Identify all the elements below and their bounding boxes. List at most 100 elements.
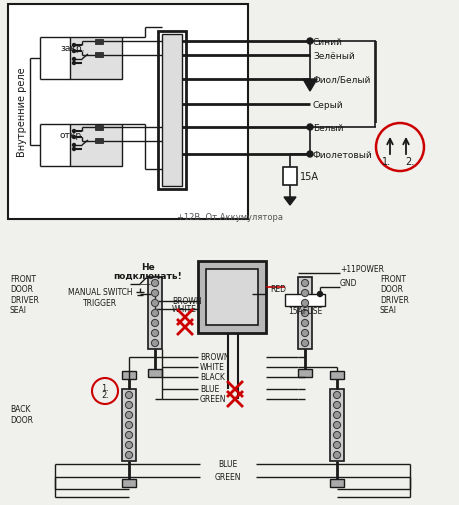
Polygon shape (302, 80, 316, 92)
Circle shape (306, 125, 312, 131)
Circle shape (301, 320, 308, 327)
Circle shape (125, 392, 132, 399)
Text: 2.: 2. (404, 157, 414, 167)
Circle shape (125, 422, 132, 429)
Bar (122, 479, 136, 487)
Bar (148, 369, 162, 377)
Text: 15AFUSE: 15AFUSE (287, 307, 321, 316)
Circle shape (73, 44, 75, 47)
Text: BROWN: BROWN (200, 353, 229, 362)
Circle shape (73, 144, 75, 147)
Circle shape (125, 442, 132, 448)
Circle shape (151, 320, 158, 327)
Bar (122, 371, 136, 379)
Text: BLUE: BLUE (218, 460, 237, 469)
Circle shape (333, 451, 340, 459)
Text: Синий: Синий (312, 37, 342, 46)
Circle shape (73, 59, 75, 62)
Text: подключать!: подключать! (113, 271, 182, 280)
Circle shape (301, 340, 308, 347)
Circle shape (333, 392, 340, 399)
Bar (70, 125, 122, 167)
Bar (0, 255, 459, 505)
Text: закр.: закр. (60, 43, 84, 53)
Bar (148, 277, 162, 349)
Circle shape (301, 330, 308, 337)
Circle shape (73, 136, 75, 139)
Bar (282, 168, 297, 186)
Text: BLACK: BLACK (200, 373, 224, 382)
Circle shape (333, 401, 340, 409)
Text: BLUE: BLUE (200, 385, 219, 394)
Text: RED: RED (269, 285, 285, 294)
Polygon shape (283, 197, 295, 206)
Text: +11POWER: +11POWER (339, 265, 383, 274)
Circle shape (301, 310, 308, 317)
Text: Серый: Серый (312, 100, 343, 109)
Text: FRONT
DOOR
DRIVER
SEAI: FRONT DOOR DRIVER SEAI (10, 274, 39, 315)
Text: Белый: Белый (312, 123, 343, 132)
Bar (95, 53, 103, 58)
Text: Внутренние реле: Внутренние реле (17, 67, 27, 157)
Bar (329, 371, 343, 379)
Text: Не: Не (141, 262, 155, 271)
Text: 15A: 15A (299, 172, 318, 182)
Text: BROWN: BROWN (172, 297, 201, 306)
Circle shape (151, 310, 158, 317)
Bar (8, 5, 247, 220)
Bar (329, 479, 343, 487)
Circle shape (151, 340, 158, 347)
Circle shape (301, 300, 308, 307)
Circle shape (125, 401, 132, 409)
Bar (70, 38, 122, 80)
Circle shape (333, 432, 340, 439)
Circle shape (333, 442, 340, 448)
Circle shape (73, 50, 75, 54)
Bar (122, 389, 136, 461)
Bar (285, 294, 325, 307)
Text: +12В. От Аккумулятора: +12В. От Аккумулятора (177, 213, 282, 222)
Circle shape (333, 422, 340, 429)
Circle shape (301, 280, 308, 287)
Circle shape (306, 152, 312, 158)
Text: BACK
DOOR: BACK DOOR (10, 405, 33, 424)
Circle shape (73, 148, 75, 151)
Circle shape (301, 290, 308, 297)
Circle shape (317, 292, 322, 297)
Text: GREEN: GREEN (214, 473, 241, 482)
Circle shape (333, 412, 340, 419)
Circle shape (125, 412, 132, 419)
Circle shape (306, 39, 312, 45)
Bar (95, 126, 103, 131)
Text: MANUAL SWITCH
TRIGGER: MANUAL SWITCH TRIGGER (67, 288, 132, 307)
Bar (329, 389, 343, 461)
Bar (197, 262, 265, 333)
Circle shape (151, 290, 158, 297)
Bar (95, 139, 103, 144)
Text: 2.: 2. (101, 391, 109, 400)
Circle shape (151, 300, 158, 307)
Text: GREEN: GREEN (200, 395, 226, 403)
Text: откр.: откр. (60, 130, 85, 139)
Text: 1.: 1. (381, 157, 390, 167)
Text: Фиолетовый: Фиолетовый (312, 150, 372, 159)
Text: Зелёный: Зелёный (312, 52, 354, 61)
Bar (206, 270, 257, 325)
Bar (297, 369, 311, 377)
Bar (95, 40, 103, 45)
Text: FRONT
DOOR
DRIVER
SEAI: FRONT DOOR DRIVER SEAI (379, 274, 408, 315)
Circle shape (73, 130, 75, 133)
Circle shape (151, 330, 158, 337)
Circle shape (125, 432, 132, 439)
Text: WHITE: WHITE (200, 363, 224, 372)
Bar (157, 32, 185, 189)
Circle shape (151, 280, 158, 287)
Bar (297, 277, 311, 349)
Circle shape (73, 63, 75, 65)
Text: Фиол/Белый: Фиол/Белый (312, 75, 370, 84)
Text: WHITE: WHITE (172, 305, 196, 314)
Circle shape (125, 451, 132, 459)
Text: GND: GND (339, 279, 357, 288)
Text: 1.: 1. (101, 384, 109, 393)
Bar (162, 35, 182, 187)
